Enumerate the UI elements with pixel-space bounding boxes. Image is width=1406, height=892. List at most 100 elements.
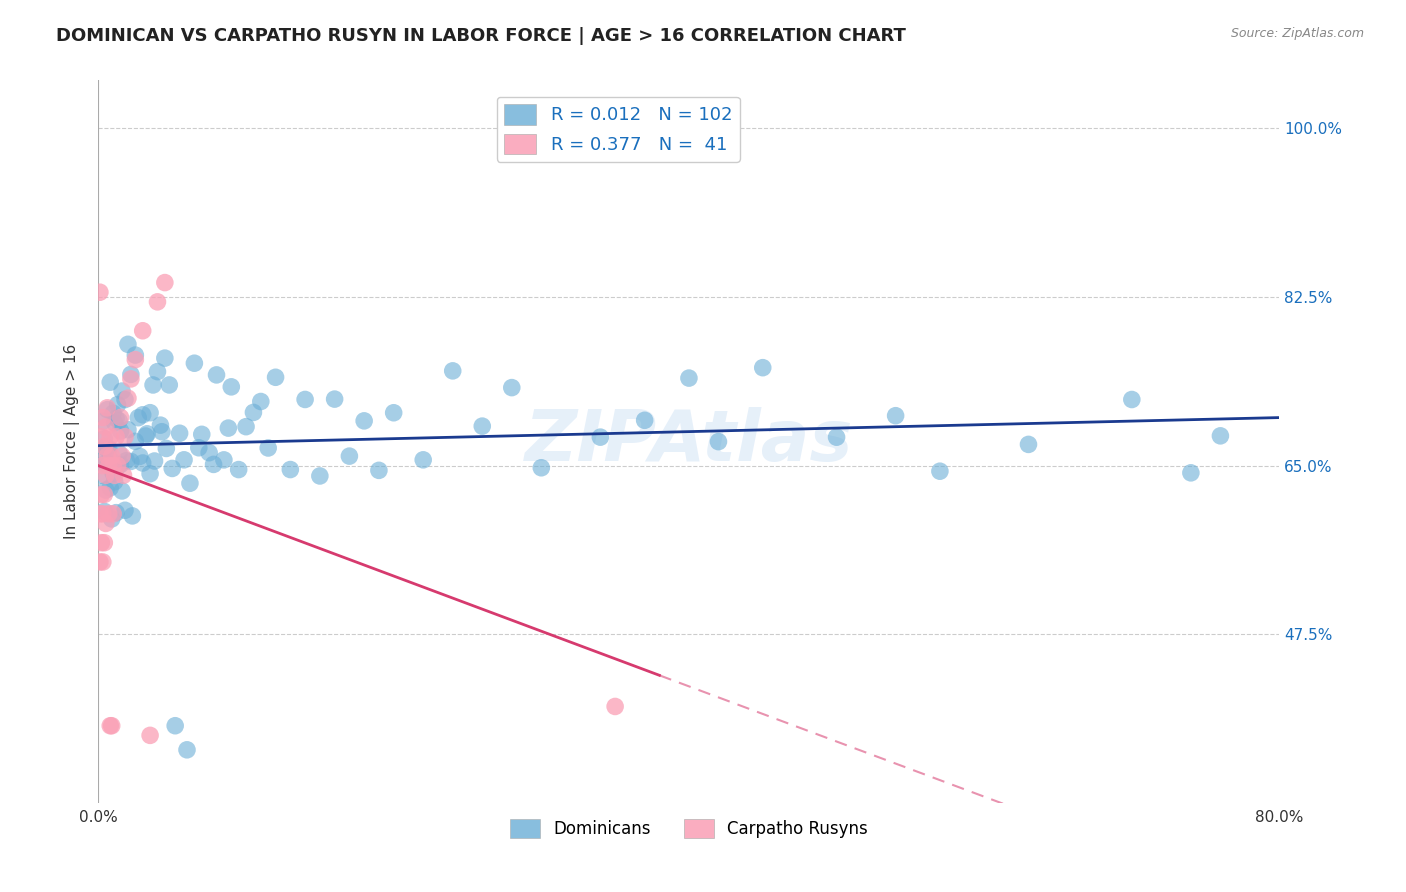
- Point: [98, 719, 121, 733]
- Point: [280, 462, 302, 476]
- Point: [117, 423, 139, 437]
- Point: [98, 375, 121, 389]
- Point: [124, 352, 146, 367]
- Point: [91, 555, 114, 569]
- Point: [294, 392, 316, 407]
- Point: [94, 483, 117, 497]
- Point: [132, 324, 155, 338]
- Point: [90, 487, 112, 501]
- Point: [114, 430, 136, 444]
- Point: [155, 442, 177, 456]
- Point: [264, 370, 287, 384]
- Point: [707, 434, 730, 449]
- Point: [153, 276, 176, 290]
- Point: [91, 410, 114, 425]
- Point: [112, 468, 135, 483]
- Point: [368, 463, 391, 477]
- Point: [94, 440, 117, 454]
- Point: [176, 743, 198, 757]
- Point: [115, 453, 138, 467]
- Point: [104, 475, 127, 489]
- Point: [103, 467, 125, 481]
- Point: [139, 406, 162, 420]
- Point: [100, 454, 122, 468]
- Point: [105, 411, 128, 425]
- Point: [191, 427, 214, 442]
- Point: [605, 699, 627, 714]
- Point: [441, 364, 464, 378]
- Point: [93, 487, 115, 501]
- Point: [217, 421, 239, 435]
- Point: [93, 432, 115, 446]
- Point: [501, 381, 523, 395]
- Point: [212, 453, 235, 467]
- Point: [91, 458, 114, 473]
- Point: [108, 414, 131, 428]
- Point: [117, 337, 139, 351]
- Point: [91, 450, 114, 465]
- Point: [100, 719, 122, 733]
- Point: [382, 406, 405, 420]
- Point: [235, 419, 257, 434]
- Point: [165, 719, 187, 733]
- Point: [198, 446, 221, 460]
- Point: [110, 410, 132, 425]
- Point: [103, 458, 125, 473]
- Point: [120, 454, 142, 468]
- Point: [1121, 392, 1143, 407]
- Point: [100, 449, 122, 463]
- Point: [89, 507, 111, 521]
- Point: [157, 378, 180, 392]
- Point: [105, 506, 128, 520]
- Point: [105, 430, 128, 444]
- Point: [146, 294, 169, 309]
- Point: [323, 392, 346, 406]
- Point: [97, 457, 120, 471]
- Point: [127, 410, 149, 425]
- Point: [111, 384, 134, 398]
- Point: [136, 426, 159, 441]
- Point: [132, 408, 155, 422]
- Point: [471, 419, 494, 434]
- Point: [589, 430, 612, 444]
- Point: [110, 424, 132, 438]
- Point: [146, 365, 169, 379]
- Point: [929, 464, 952, 478]
- Point: [228, 462, 250, 476]
- Point: [150, 425, 173, 439]
- Point: [135, 429, 157, 443]
- Point: [634, 413, 657, 427]
- Point: [93, 535, 115, 549]
- Point: [242, 405, 264, 419]
- Point: [132, 456, 155, 470]
- Text: ZIPAtlas: ZIPAtlas: [524, 407, 853, 476]
- Point: [90, 430, 112, 444]
- Point: [94, 516, 117, 531]
- Point: [96, 442, 118, 457]
- Point: [121, 508, 143, 523]
- Point: [96, 402, 118, 417]
- Point: [94, 420, 117, 434]
- Point: [94, 468, 117, 483]
- Point: [124, 434, 146, 449]
- Point: [103, 406, 125, 420]
- Point: [339, 449, 361, 463]
- Point: [117, 391, 139, 405]
- Point: [205, 368, 228, 382]
- Point: [678, 371, 700, 385]
- Point: [120, 372, 142, 386]
- Point: [98, 481, 121, 495]
- Point: [142, 378, 165, 392]
- Point: [96, 401, 118, 415]
- Point: [111, 449, 134, 463]
- Point: [94, 456, 117, 470]
- Point: [257, 441, 280, 455]
- Point: [90, 468, 112, 483]
- Point: [124, 348, 146, 362]
- Point: [353, 414, 375, 428]
- Point: [108, 446, 131, 460]
- Point: [1209, 429, 1232, 443]
- Point: [89, 555, 111, 569]
- Point: [153, 351, 176, 365]
- Point: [250, 394, 273, 409]
